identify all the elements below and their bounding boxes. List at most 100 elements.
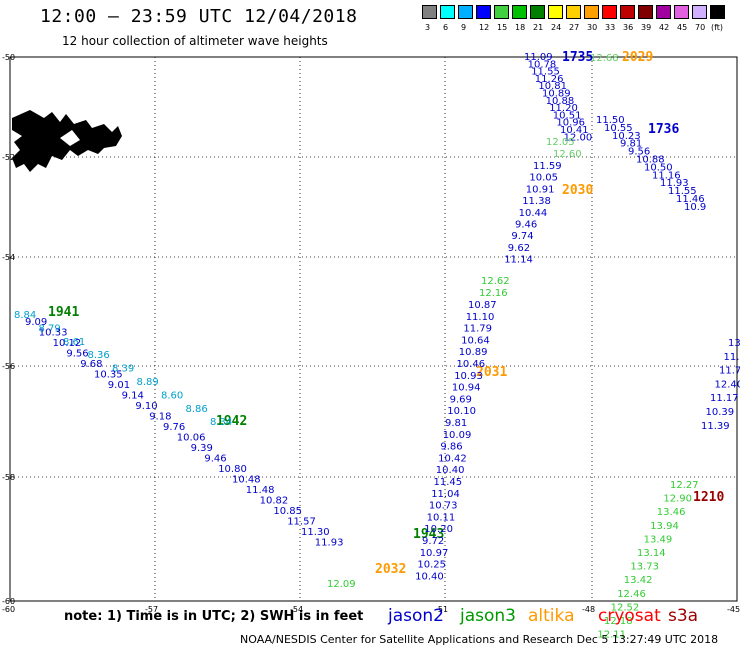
color-tick-label: 30 xyxy=(587,23,598,32)
color-swatch xyxy=(476,5,491,19)
swh-value-label: 10.42 xyxy=(438,453,467,464)
swh-value-label: 10.33 xyxy=(39,328,68,339)
swh-value-label: 8.60 xyxy=(161,390,183,401)
swh-value-label: 10.73 xyxy=(429,501,458,512)
swh-value-label: 9.76 xyxy=(163,422,185,433)
lon-tick-label: -54 xyxy=(290,605,303,614)
color-swatch xyxy=(602,5,617,19)
time-label: 2029 xyxy=(622,50,653,65)
swh-value-label: 10.48 xyxy=(232,475,261,486)
swh-value-label: 11.46 xyxy=(676,194,705,205)
color-tick-label: 12 xyxy=(479,23,490,32)
swh-value-label: 11.48 xyxy=(246,485,275,496)
time-label: 1210 xyxy=(693,490,724,505)
swh-value-label: 9.68 xyxy=(80,359,102,370)
time-label: 1942 xyxy=(216,414,247,429)
swh-value-label: 11.50 xyxy=(596,115,625,126)
swh-value-label: 8.84 xyxy=(14,310,36,321)
swh-value-label: 12.18 xyxy=(604,616,633,627)
swh-value-label: 11.14 xyxy=(504,255,533,266)
swh-value-label: 11.30 xyxy=(301,527,330,538)
legend-item-s3a: s3a xyxy=(668,606,699,626)
swh-value-label: 10.91 xyxy=(526,184,555,195)
swh-value-label: 11.17 xyxy=(710,393,739,404)
time-label: 1735 xyxy=(562,50,593,65)
swh-value-label: 10.46 xyxy=(457,359,486,370)
color-swatch xyxy=(440,5,455,19)
swh-value-label: 10.78 xyxy=(528,59,557,70)
swh-value-label: 10.81 xyxy=(538,81,567,92)
swh-value-label: 10.40 xyxy=(415,571,444,582)
swh-value-label: 10.11 xyxy=(427,512,456,523)
swh-value-label: 11.39 xyxy=(701,421,730,432)
swh-value-label: 10.23 xyxy=(612,131,641,142)
swh-value-label: 12.90 xyxy=(663,494,692,505)
lat-tick-label: -56 xyxy=(2,362,15,371)
swh-value-label: 11.79 xyxy=(463,324,492,335)
swh-value-label: 9.72 xyxy=(422,536,444,547)
swh-value-label: 12.46 xyxy=(617,589,646,600)
swh-value-label: 9.18 xyxy=(149,412,171,423)
color-swatch xyxy=(692,5,707,19)
swh-value-label: 11.93 xyxy=(660,178,689,189)
page-subtitle: 12 hour collection of altimeter wave hei… xyxy=(62,34,328,48)
time-label: 2032 xyxy=(375,562,406,577)
time-label: 1943 xyxy=(413,527,444,542)
swh-value-label: 8.36 xyxy=(88,350,110,361)
swh-value-label: 12.16 xyxy=(479,288,508,299)
color-swatch xyxy=(638,5,653,19)
swh-value-label: 10.88 xyxy=(636,155,665,166)
swh-value-label: 13.49 xyxy=(644,534,673,545)
swh-value-label: 12.05 xyxy=(546,137,575,148)
lon-tick-label: -57 xyxy=(145,605,158,614)
swh-value-label: 10.44 xyxy=(519,208,548,219)
swh-value-label: 12.27 xyxy=(670,480,699,491)
color-tick-label: 3 xyxy=(425,23,431,32)
swh-value-label: 12.40 xyxy=(715,379,740,390)
swh-value-label: 11.09 xyxy=(524,52,553,63)
legend-item-cryosat: cryosat xyxy=(598,606,661,626)
color-tick-label: 39 xyxy=(641,23,652,32)
color-swatch xyxy=(674,5,689,19)
color-tick-label: 42 xyxy=(659,23,670,32)
color-tick-label: (ft) xyxy=(711,23,724,32)
swh-value-label: 8.34 xyxy=(210,417,232,428)
color-tick-label: 70 xyxy=(695,23,706,32)
map-frame xyxy=(9,56,738,602)
swh-value-label: 11.72 xyxy=(719,366,740,377)
swh-value-label: 9.39 xyxy=(191,443,213,454)
color-tick-label: 33 xyxy=(605,23,616,32)
swh-value-label: 9.69 xyxy=(450,394,472,405)
swh-value-label: 10.51 xyxy=(553,110,582,121)
swh-value-label: 9.56 xyxy=(628,147,650,158)
color-tick-label: 21 xyxy=(533,23,544,32)
swh-value-label: 10.9 xyxy=(684,202,706,213)
falkland-sound xyxy=(60,130,80,146)
swh-value-label: 10.97 xyxy=(420,548,449,559)
swh-value-label: 9.81 xyxy=(445,418,467,429)
swh-value-label: 13.73 xyxy=(630,562,659,573)
swh-value-label: 10.35 xyxy=(94,370,123,381)
swh-value-label: 11.93 xyxy=(315,538,344,549)
swh-value-label: 10.50 xyxy=(644,162,673,173)
swh-value-label: 9.56 xyxy=(66,349,88,360)
swh-value-label: 13.46 xyxy=(657,507,686,518)
swh-value-label: 12.52 xyxy=(611,602,640,613)
color-tick-label: 15 xyxy=(497,23,508,32)
swh-value-label: 12.62 xyxy=(481,276,510,287)
color-swatch xyxy=(422,5,437,19)
swh-value-label: 10.41 xyxy=(560,125,589,136)
swh-value-label: 11.04 xyxy=(431,489,460,500)
swh-value-label: 10.64 xyxy=(461,335,490,346)
color-tick-label: 27 xyxy=(569,23,580,32)
swh-value-label: 10.94 xyxy=(452,383,481,394)
swh-value-label: 8.61 xyxy=(63,337,85,348)
color-tick-label: 18 xyxy=(515,23,526,32)
swh-value-label: 11.38 xyxy=(522,196,551,207)
color-swatch xyxy=(548,5,563,19)
lat-tick-label: -60 xyxy=(2,597,15,606)
color-swatch xyxy=(620,5,635,19)
color-swatch xyxy=(710,5,725,19)
legend-item-jason2: jason2 xyxy=(388,606,444,626)
swh-value-label: 11.57 xyxy=(287,517,316,528)
